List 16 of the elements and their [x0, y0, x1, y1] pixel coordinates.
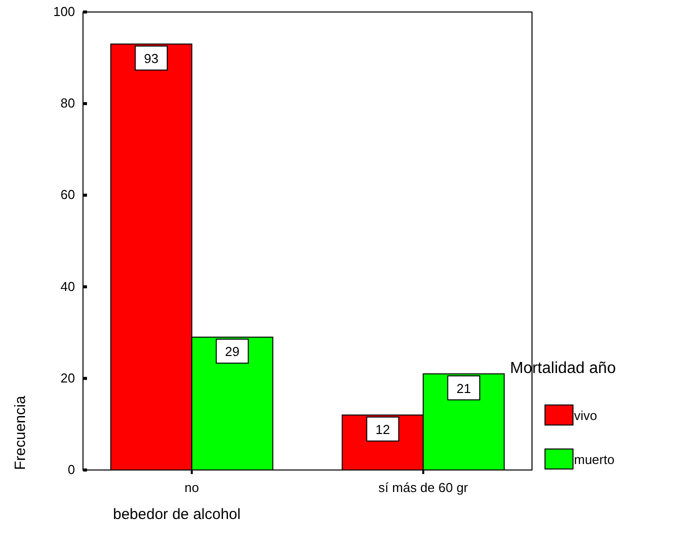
- y-tick-label: 20: [60, 370, 75, 386]
- y-tick-label: 60: [60, 187, 75, 202]
- x-tick-label: sí más de 60 gr: [378, 480, 469, 495]
- data-label: 21: [456, 380, 471, 396]
- x-tick-label: no: [184, 480, 200, 495]
- x-axis-title: bebedor de alcohol: [113, 506, 241, 523]
- legend-label: vivo: [574, 408, 598, 423]
- y-tick-label: 0: [68, 462, 75, 477]
- data-label: 93: [144, 51, 159, 66]
- y-tick-label: 100: [53, 4, 75, 19]
- y-tick-label: 40: [60, 278, 75, 294]
- y-axis-title: Frecuencia: [12, 395, 29, 470]
- legend-label: muerto: [574, 452, 614, 467]
- data-label: 12: [375, 422, 390, 438]
- y-tick-label: 80: [60, 96, 75, 111]
- data-label: 29: [225, 344, 240, 360]
